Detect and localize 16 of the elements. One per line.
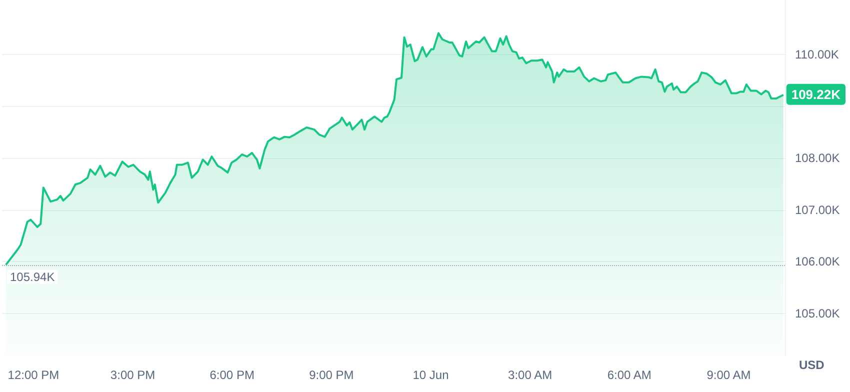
x-tick-label: 9:00 PM xyxy=(309,368,354,382)
y-tick-label: 106.00K xyxy=(795,254,840,269)
y-axis-title: USD xyxy=(799,358,825,372)
y-tick-label: 108.00K xyxy=(795,151,840,166)
y-tick-label: 107.00K xyxy=(795,202,840,217)
x-tick-label: 10 Jun xyxy=(412,368,449,382)
x-tick-label: 3:00 PM xyxy=(110,368,156,382)
x-tick-label: 9:00 AM xyxy=(706,368,751,382)
y-tick-label: 110.00K xyxy=(795,47,839,62)
ref-line-label: 105.94K xyxy=(10,270,55,284)
annotation: 109.22K xyxy=(791,86,842,102)
x-tick-label: 6:00 PM xyxy=(210,368,254,382)
x-tick-label: 6:00 AM xyxy=(607,368,652,382)
y-tick-label: 105.00K xyxy=(795,306,840,321)
x-tick-label: 3:00 AM xyxy=(508,368,552,382)
x-tick-label: 12:00 PM xyxy=(8,368,60,382)
